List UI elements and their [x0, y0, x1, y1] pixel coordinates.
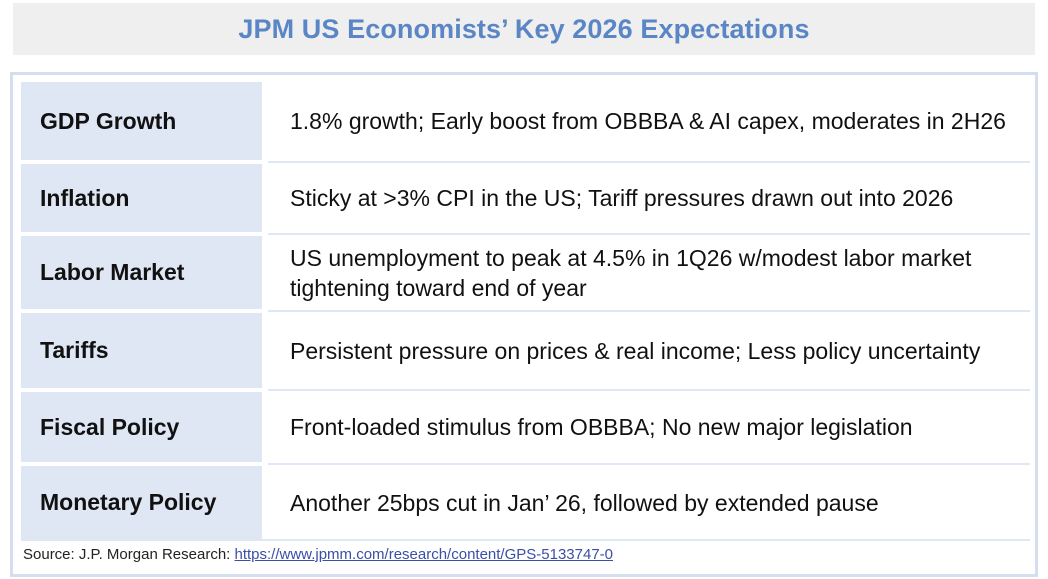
- table-row: Inflation Sticky at >3% CPI in the US; T…: [21, 164, 1030, 232]
- row-value: 1.8% growth; Early boost from OBBBA & AI…: [268, 82, 1030, 160]
- row-label: Labor Market: [21, 236, 262, 309]
- title-bar: JPM US Economists’ Key 2026 Expectations: [13, 3, 1035, 55]
- row-label: Monetary Policy: [21, 466, 262, 539]
- row-value: Sticky at >3% CPI in the US; Tariff pres…: [268, 164, 1030, 232]
- row-value: Persistent pressure on prices & real inc…: [268, 313, 1030, 388]
- row-label: GDP Growth: [21, 82, 262, 160]
- row-label: Inflation: [21, 164, 262, 232]
- table-row: GDP Growth 1.8% growth; Early boost from…: [21, 82, 1030, 160]
- table-row: Labor Market US unemployment to peak at …: [21, 236, 1030, 309]
- source-prefix: Source: J.P. Morgan Research:: [23, 546, 235, 563]
- page-title: JPM US Economists’ Key 2026 Expectations: [238, 13, 810, 44]
- source-link[interactable]: https://www.jpmm.com/research/content/GP…: [234, 546, 614, 563]
- row-value: Front-loaded stimulus from OBBBA; No new…: [268, 392, 1030, 462]
- table-row: Monetary Policy Another 25bps cut in Jan…: [21, 466, 1030, 539]
- row-label: Tariffs: [21, 313, 262, 388]
- expectations-table: GDP Growth 1.8% growth; Early boost from…: [10, 72, 1038, 577]
- row-value: US unemployment to peak at 4.5% in 1Q26 …: [268, 236, 1030, 309]
- row-label: Fiscal Policy: [21, 392, 262, 462]
- table-row: Tariffs Persistent pressure on prices & …: [21, 313, 1030, 388]
- row-value: Another 25bps cut in Jan’ 26, followed b…: [268, 466, 1030, 539]
- table-row: Fiscal Policy Front-loaded stimulus from…: [21, 392, 1030, 462]
- source-note: Source: J.P. Morgan Research: https://ww…: [23, 546, 613, 563]
